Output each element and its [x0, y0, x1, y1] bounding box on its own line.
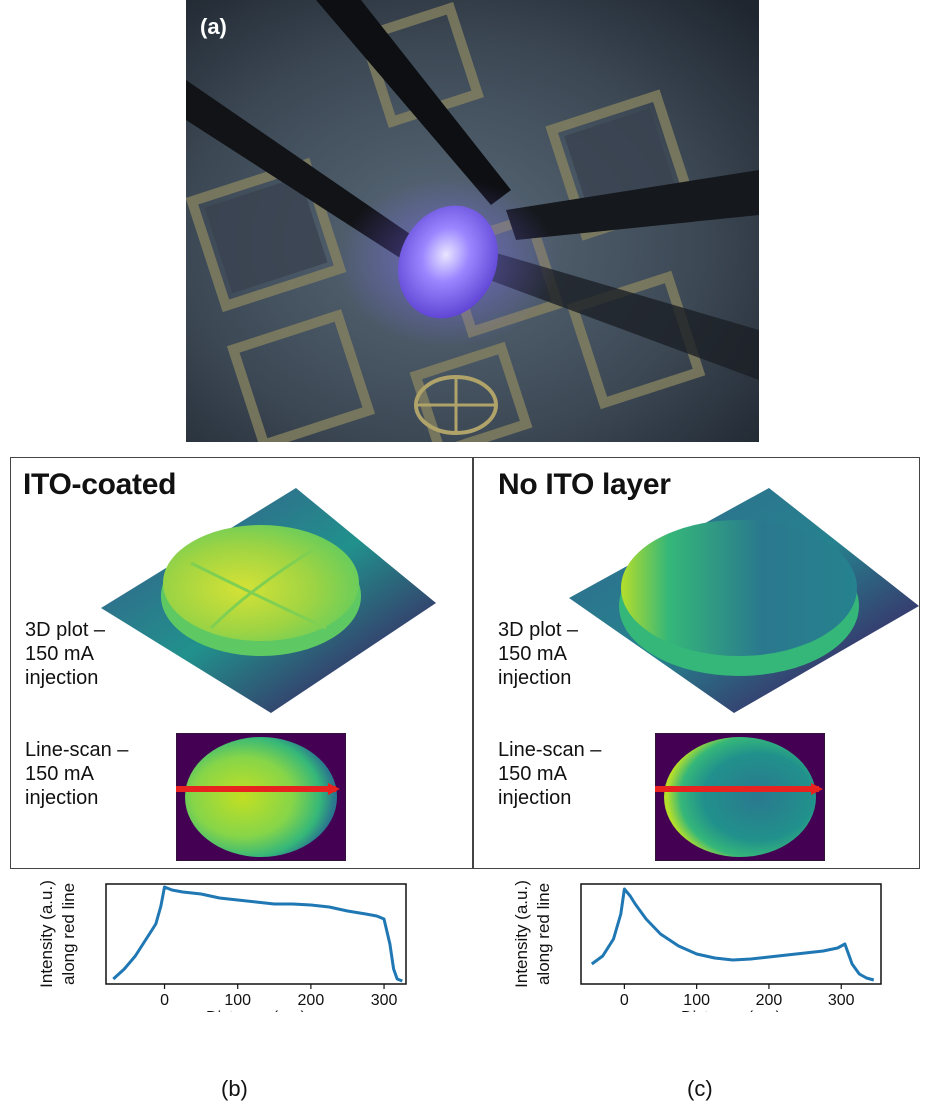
linescan-label: Line-scan – 150 mA injection: [498, 739, 602, 809]
surface-plot-3d: [101, 488, 436, 713]
linescan-label: Line-scan – 150 mA injection: [25, 739, 129, 809]
intensity-chart-c: 0 100 200 300 Distance (µm) Intensity (a.u.)a…: [512, 880, 882, 1012]
surface-plot-3d: [569, 488, 919, 713]
x-tick-label: 100: [224, 992, 251, 1009]
panel-title: No ITO layer: [498, 468, 671, 501]
y-axis-label: Intensity (a.u.): [512, 880, 531, 988]
panel-no-ito: No ITO layer 3D plot – 150 mA injection …: [473, 457, 920, 869]
x-tick-label: 300: [828, 992, 855, 1009]
device-photo: (a): [185, 0, 759, 459]
series-line: [590, 887, 875, 982]
x-axis-label: Distance (µm): [681, 1009, 781, 1012]
linescan-map: [655, 733, 825, 861]
x-tick-label: 0: [160, 992, 169, 1009]
x-tick-label: 100: [683, 992, 710, 1009]
device-photo-image: (a): [185, 0, 759, 459]
caption-c: (c): [687, 1076, 713, 1101]
y-axis-label: along red line: [534, 883, 553, 985]
caption-b: (b): [221, 1076, 248, 1101]
x-axis-label: Distance (µm): [206, 1009, 306, 1012]
intensity-chart-b: 0 100 200 300 Distance (µm) Intensity (a.u.)a…: [37, 880, 407, 1012]
x-tick-label: 200: [756, 992, 783, 1009]
x-tick-label: 300: [371, 992, 398, 1009]
photo-label: (a): [200, 14, 227, 39]
plot-frame: [580, 883, 882, 985]
x-tick-label: 0: [620, 992, 629, 1009]
series-line: [112, 885, 403, 983]
plot3d-label: 3D plot – 150 mA injection: [25, 619, 106, 689]
linescan-map: [176, 733, 346, 861]
plot3d-label: 3D plot – 150 mA injection: [498, 619, 579, 689]
panel-ito-coated: ITO-coated 3D plot – 150 mA injection Li…: [10, 457, 473, 869]
panel-title: ITO-coated: [23, 468, 177, 501]
x-tick-label: 200: [298, 992, 325, 1009]
y-axis-label: along red line: [59, 883, 78, 985]
y-axis-label: Intensity (a.u.): [37, 880, 56, 988]
